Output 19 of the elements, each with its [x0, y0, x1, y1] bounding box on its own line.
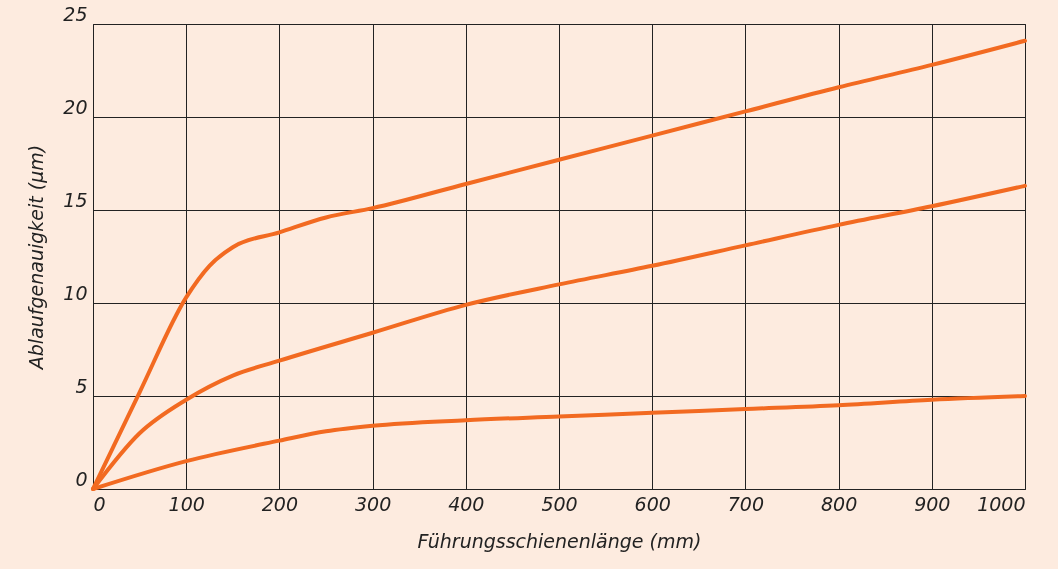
y-tick-label: 20	[63, 95, 88, 118]
y-tick-label: 0	[75, 467, 88, 490]
y-axis-title: Ablaufgenauigkeit (µm)	[25, 144, 48, 372]
x-tick-label: 200	[261, 492, 299, 515]
x-tick-label: 900	[914, 492, 951, 515]
y-tick-label: 5	[75, 374, 88, 397]
x-tick-label: 100	[168, 492, 205, 515]
x-axis-title: Führungsschienenlänge (mm)	[417, 529, 702, 552]
x-tick-label: 1000	[977, 492, 1026, 515]
x-tick-label: 500	[541, 492, 578, 515]
x-tick-label: 400	[448, 492, 485, 515]
x-tick-label: 700	[727, 492, 765, 515]
x-tick-label: 0	[93, 492, 106, 515]
x-tick-label: 600	[634, 492, 671, 515]
x-tick-label: 800	[820, 492, 858, 515]
y-tick-label: 15	[63, 188, 88, 211]
x-tick-label: 300	[354, 492, 392, 515]
y-tick-label: 25	[63, 2, 88, 25]
y-tick-label: 10	[63, 281, 88, 304]
